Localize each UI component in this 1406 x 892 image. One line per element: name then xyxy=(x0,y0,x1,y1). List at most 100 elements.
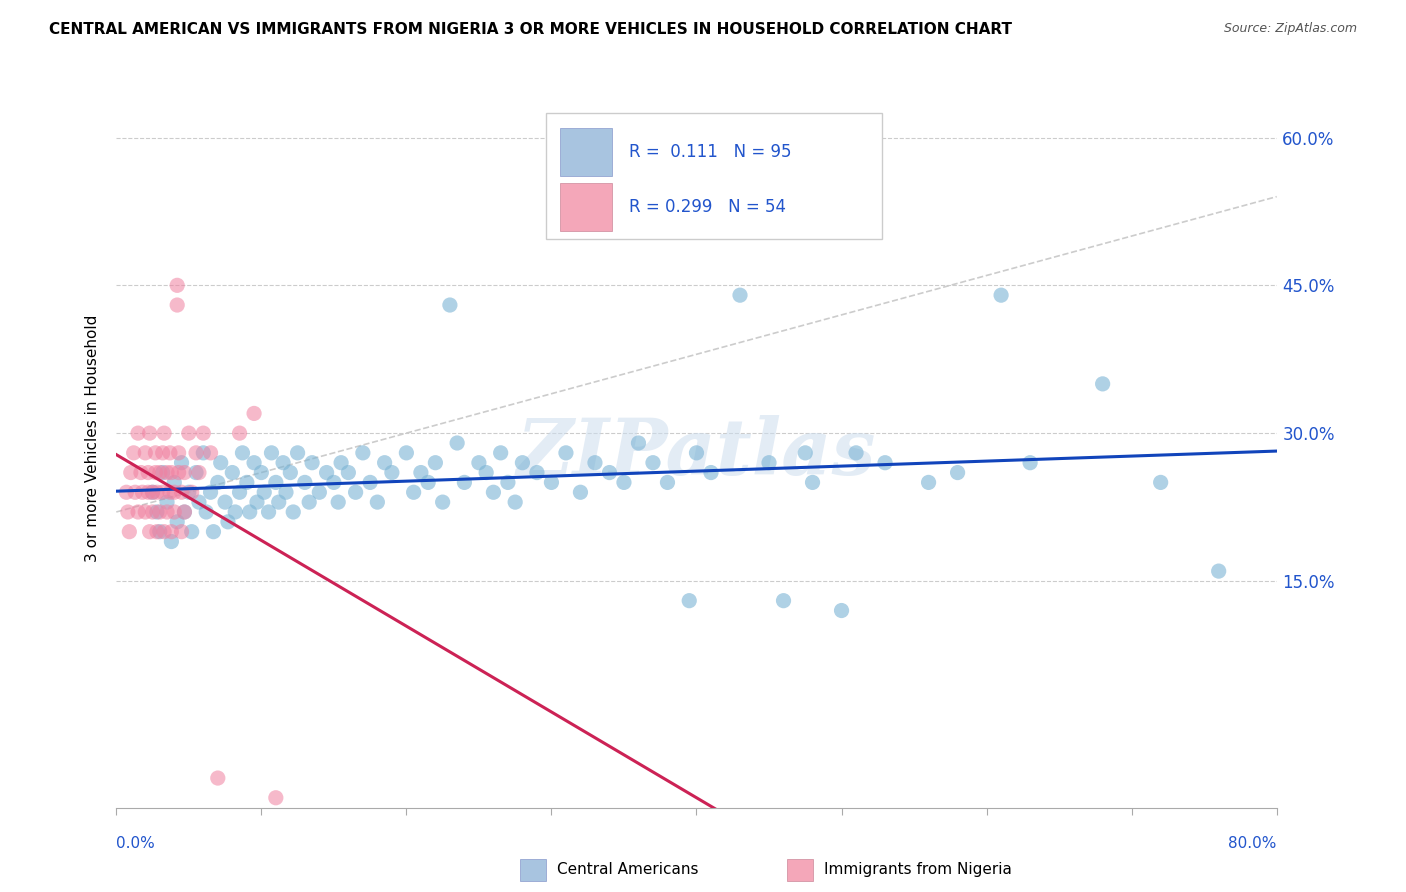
Point xyxy=(209,456,232,470)
Y-axis label: 3 or more Vehicles in Household: 3 or more Vehicles in Household xyxy=(86,314,100,562)
Point xyxy=(159,446,181,460)
Point xyxy=(145,446,167,460)
Point xyxy=(136,485,159,500)
Point xyxy=(120,466,142,480)
Text: CENTRAL AMERICAN VS IMMIGRANTS FROM NIGERIA 3 OR MORE VEHICLES IN HOUSEHOLD CORR: CENTRAL AMERICAN VS IMMIGRANTS FROM NIGE… xyxy=(49,22,1012,37)
Point xyxy=(503,495,526,509)
Point xyxy=(772,593,794,607)
Point xyxy=(159,485,181,500)
Point xyxy=(166,278,188,293)
Point xyxy=(180,524,202,539)
Point xyxy=(274,485,297,500)
FancyBboxPatch shape xyxy=(560,128,612,176)
Point xyxy=(122,446,145,460)
Point xyxy=(374,456,396,470)
Point xyxy=(873,456,896,470)
Point xyxy=(177,485,200,500)
Point xyxy=(627,436,650,450)
Point xyxy=(253,485,276,500)
Point xyxy=(228,485,250,500)
Point xyxy=(540,475,562,490)
Point xyxy=(180,485,202,500)
Point xyxy=(138,524,160,539)
Point xyxy=(298,495,321,509)
Point xyxy=(328,495,350,509)
Point xyxy=(845,446,868,460)
Point xyxy=(990,288,1012,302)
Point xyxy=(149,524,172,539)
Point xyxy=(243,406,266,420)
Point xyxy=(134,446,156,460)
Point xyxy=(301,456,323,470)
Point xyxy=(330,456,353,470)
Point xyxy=(170,456,193,470)
Point xyxy=(224,505,246,519)
Point xyxy=(489,446,512,460)
Text: R = 0.299   N = 54: R = 0.299 N = 54 xyxy=(628,198,786,216)
Point xyxy=(260,446,283,460)
Point xyxy=(138,426,160,441)
Point xyxy=(425,456,447,470)
Point xyxy=(170,524,193,539)
Point xyxy=(228,426,250,441)
Point xyxy=(146,524,169,539)
Point xyxy=(115,485,138,500)
Text: Source: ZipAtlas.com: Source: ZipAtlas.com xyxy=(1223,22,1357,36)
Point xyxy=(184,466,207,480)
Point xyxy=(188,466,211,480)
Point xyxy=(352,446,374,460)
Point xyxy=(439,298,461,312)
Point xyxy=(337,466,360,480)
Point xyxy=(758,456,780,470)
Point xyxy=(287,446,309,460)
Point xyxy=(700,466,723,480)
Point xyxy=(149,466,172,480)
Point xyxy=(145,466,167,480)
Point xyxy=(173,505,195,519)
Point xyxy=(267,495,290,509)
Point xyxy=(214,495,236,509)
Point xyxy=(200,485,222,500)
Point xyxy=(395,446,418,460)
Point xyxy=(200,446,222,460)
Point xyxy=(146,505,169,519)
Point xyxy=(193,426,215,441)
Point xyxy=(685,446,707,460)
Point xyxy=(678,593,700,607)
Point xyxy=(264,475,287,490)
Point xyxy=(418,475,440,490)
Point xyxy=(831,603,853,617)
Text: ZIPatlas: ZIPatlas xyxy=(517,415,876,491)
Point xyxy=(526,466,548,480)
Point xyxy=(496,475,519,490)
Point xyxy=(152,466,174,480)
Point xyxy=(1208,564,1230,578)
Point xyxy=(141,485,163,500)
Point xyxy=(177,426,200,441)
Point xyxy=(184,446,207,460)
Point xyxy=(173,466,195,480)
Point xyxy=(409,466,432,480)
Point xyxy=(359,475,381,490)
Point xyxy=(315,466,337,480)
Point xyxy=(239,505,262,519)
Point xyxy=(446,436,468,450)
Point xyxy=(160,534,183,549)
Point xyxy=(166,515,188,529)
Point xyxy=(243,456,266,470)
FancyBboxPatch shape xyxy=(560,183,612,231)
Point xyxy=(641,456,664,470)
Point xyxy=(257,505,280,519)
Point xyxy=(657,475,679,490)
Point xyxy=(173,505,195,519)
Text: 0.0%: 0.0% xyxy=(117,836,155,851)
Point xyxy=(402,485,425,500)
Point xyxy=(946,466,969,480)
Text: R =  0.111   N = 95: R = 0.111 N = 95 xyxy=(628,143,792,161)
Point xyxy=(188,495,211,509)
Point xyxy=(1150,475,1173,490)
Point xyxy=(153,524,176,539)
Point xyxy=(453,475,475,490)
Point xyxy=(381,466,404,480)
Point xyxy=(163,485,186,500)
